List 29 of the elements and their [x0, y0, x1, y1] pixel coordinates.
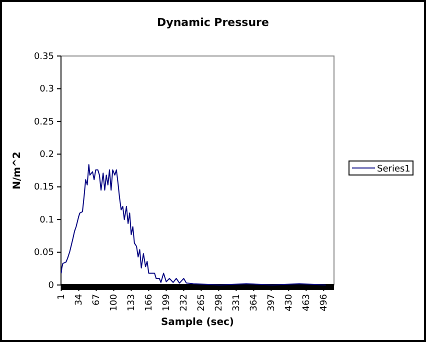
x-tick-label: 463 — [302, 294, 312, 312]
x-tick-label: 298 — [214, 294, 225, 312]
y-tick-label: 0.1 — [40, 215, 54, 226]
x-tick-label: 397 — [267, 294, 278, 312]
x-tick-label: 1 — [57, 294, 68, 300]
x-tick-label: 166 — [144, 294, 155, 312]
chart-title: Dynamic Pressure — [157, 16, 269, 29]
x-tick-label: 34 — [74, 294, 85, 306]
x-axis-title: Sample (sec) — [160, 317, 234, 328]
x-tick-label: 331 — [232, 294, 242, 312]
x-tick-label: 199 — [162, 294, 172, 312]
y-tick-label: 0.05 — [34, 248, 54, 258]
x-tick-label: 133 — [127, 294, 138, 312]
y-axis-title: N/m^2 — [12, 152, 23, 190]
y-tick-label: 0.3 — [40, 84, 54, 95]
x-tick-label: 364 — [250, 294, 260, 312]
x-tick-label: 430 — [284, 294, 295, 312]
line-series — [60, 164, 326, 286]
x-tick-label: 67 — [92, 294, 102, 306]
x-tick-label: 496 — [320, 294, 330, 312]
x-tick-label: 232 — [180, 294, 190, 312]
y-tick-label: 0 — [48, 280, 54, 291]
y-tick-label: 0.25 — [34, 117, 54, 128]
y-tick-label: 0.15 — [34, 182, 54, 193]
x-tick-label: 100 — [110, 294, 120, 312]
y-tick-label: 0.35 — [34, 52, 54, 62]
x-tick-label: 265 — [197, 294, 208, 312]
legend-label: Series1 — [377, 164, 410, 174]
y-tick-label: 0.2 — [40, 150, 54, 160]
